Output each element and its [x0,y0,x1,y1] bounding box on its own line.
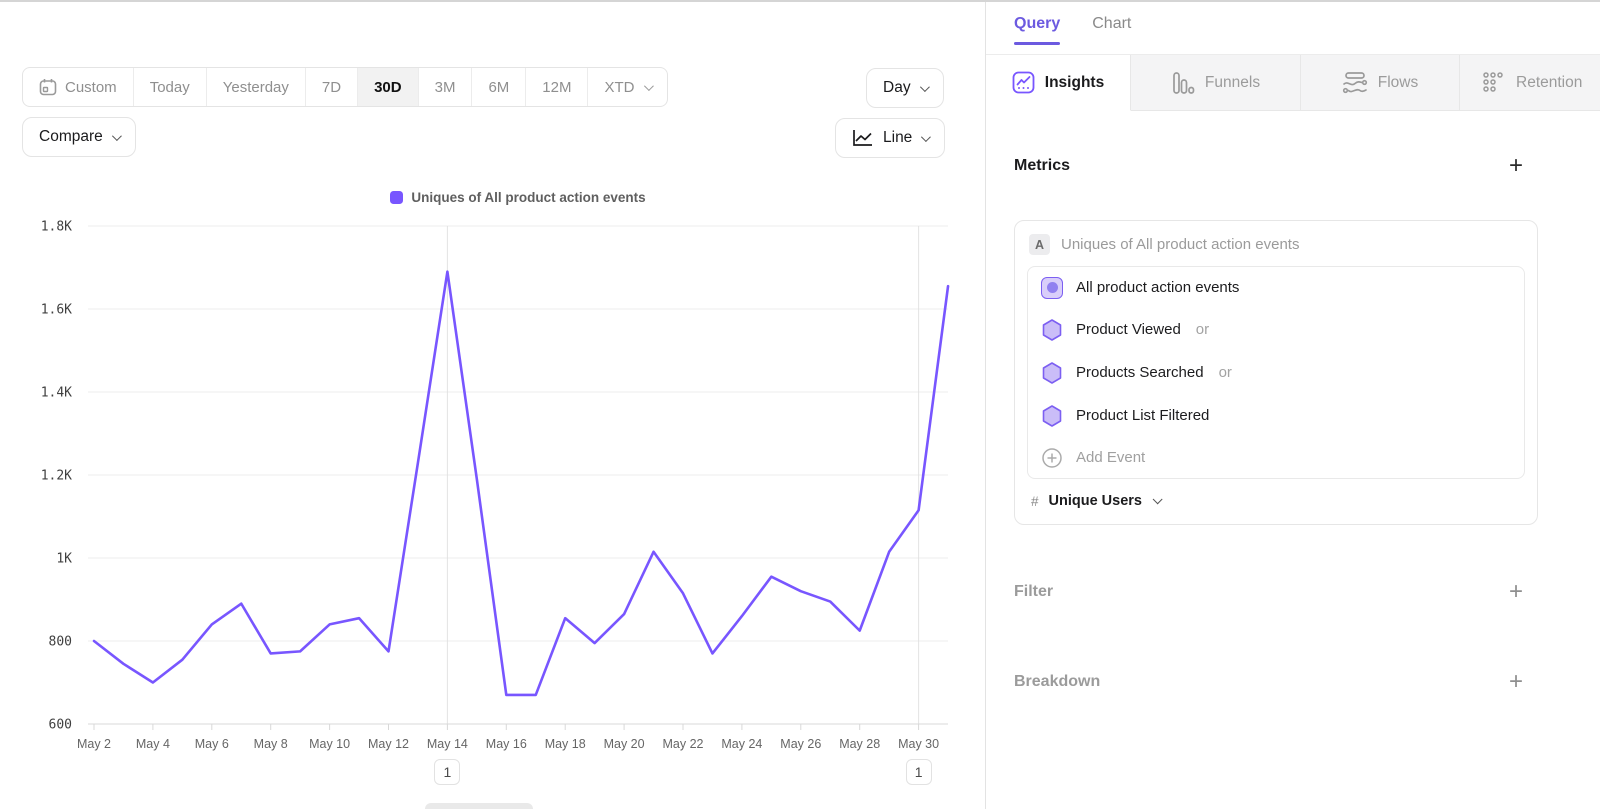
retention-icon [1483,71,1503,92]
chart-area: Custom Today Yesterday 7D 30D 3M 6M 12M … [0,2,985,809]
metric-summary: Uniques of All product action events [1061,236,1300,253]
event-row-product-viewed[interactable]: Product Viewed or [1028,308,1524,351]
svg-text:1.8K: 1.8K [41,220,72,235]
annotations-pill[interactable] [425,803,533,809]
svg-text:1K: 1K [56,552,72,567]
chevron-down-icon [1152,493,1163,504]
or-operator: or [1218,364,1232,381]
svg-text:May 24: May 24 [721,737,762,751]
tab-funnels[interactable]: Funnels [1131,55,1301,110]
funnels-icon [1173,71,1195,94]
date-range-7d[interactable]: 7D [306,68,359,106]
flows-icon [1342,71,1367,93]
svg-text:May 16: May 16 [486,737,527,751]
legend-swatch [390,191,404,204]
svg-text:May 26: May 26 [780,737,821,751]
svg-text:May 10: May 10 [309,737,350,751]
chart-type-dropdown[interactable]: Line [835,118,946,158]
svg-text:May 12: May 12 [368,737,409,751]
tab-flows[interactable]: Flows [1301,55,1460,110]
legend-label: Uniques of All product action events [411,190,646,205]
svg-text:May 28: May 28 [839,737,880,751]
panel-view-tabs: Query Chart [1014,15,1131,45]
event-row-product-list-filtered[interactable]: Product List Filtered [1028,394,1524,437]
date-range-30d-selected[interactable]: 30D [358,68,419,106]
annotation-marker[interactable]: 1 [905,759,932,785]
chart-legend[interactable]: Uniques of All product action events [88,190,948,205]
metrics-section-header: Metrics [1014,157,1538,175]
metric-letter-badge: A [1029,234,1050,255]
filter-section-header: Filter [1014,583,1538,601]
event-hexagon-icon [1042,318,1062,341]
date-range-control: Custom Today Yesterday 7D 30D 3M 6M 12M … [22,67,669,107]
line-chart[interactable]: 600 800 1K 1.2K 1.4K 1.6K 1.8K May 2 May 4 May 6 M… [0,2,985,809]
granularity-dropdown[interactable]: Day [866,68,944,108]
breakdown-title: Breakdown [1014,673,1101,690]
compare-dropdown[interactable]: Compare [22,117,136,157]
date-range-xtd[interactable]: XTD [588,68,667,106]
date-range-custom[interactable]: Custom [23,68,134,106]
add-breakdown-button[interactable] [1504,670,1528,694]
metrics-title: Metrics [1014,157,1071,174]
events-list: All product action events Product Viewed… [1027,266,1525,479]
tab-insights[interactable]: Insights [986,55,1131,111]
calendar-icon [39,79,57,96]
svg-text:May 4: May 4 [136,737,170,751]
add-event-button[interactable]: Add Event [1028,437,1524,478]
add-metric-button[interactable] [1504,154,1528,178]
tab-chart[interactable]: Chart [1092,15,1132,32]
event-hexagon-icon [1042,404,1062,427]
hash-icon: # [1031,493,1039,509]
line-chart-icon [853,130,872,146]
breakdown-section-header: Breakdown [1014,673,1538,691]
svg-text:May 20: May 20 [604,737,645,751]
metric-card: A Uniques of All product action events A… [1014,220,1538,525]
event-row-all-product-action-events[interactable]: All product action events [1028,267,1524,308]
svg-text:May 2: May 2 [77,737,111,751]
svg-text:May 18: May 18 [545,737,586,751]
tab-retention[interactable]: Retention [1460,55,1600,110]
event-hexagon-icon [1042,361,1062,384]
date-range-today[interactable]: Today [134,68,207,106]
event-group-icon [1041,276,1063,299]
annotation-marker[interactable]: 1 [434,759,461,785]
svg-text:May 6: May 6 [195,737,229,751]
aggregation-dropdown[interactable]: # Unique Users [1015,479,1537,524]
date-range-12m[interactable]: 12M [526,68,589,106]
svg-text:May 14: May 14 [427,737,468,751]
svg-text:May 22: May 22 [663,737,704,751]
svg-text:800: 800 [49,635,72,650]
filter-title: Filter [1014,583,1054,600]
metric-card-header[interactable]: A Uniques of All product action events [1015,221,1537,266]
svg-text:1.4K: 1.4K [41,386,72,401]
svg-text:600: 600 [49,718,72,733]
svg-text:May 30: May 30 [898,737,939,751]
event-row-products-searched[interactable]: Products Searched or [1028,351,1524,394]
svg-text:1.6K: 1.6K [41,303,72,318]
svg-text:May 8: May 8 [254,737,288,751]
report-type-tabs: Insights Funnels Flows [986,54,1600,111]
tab-query[interactable]: Query [1014,15,1061,45]
or-operator: or [1195,321,1210,338]
date-range-6m[interactable]: 6M [472,68,527,106]
date-range-3m[interactable]: 3M [419,68,473,106]
add-filter-button[interactable] [1504,580,1528,604]
query-builder-panel: Query Chart Insights Funnels [985,2,1600,809]
svg-text:1.2K: 1.2K [41,469,72,484]
date-range-label: Custom [65,78,117,96]
insights-icon [1012,71,1035,94]
circle-plus-icon [1042,447,1062,468]
date-range-yesterday[interactable]: Yesterday [207,68,306,106]
